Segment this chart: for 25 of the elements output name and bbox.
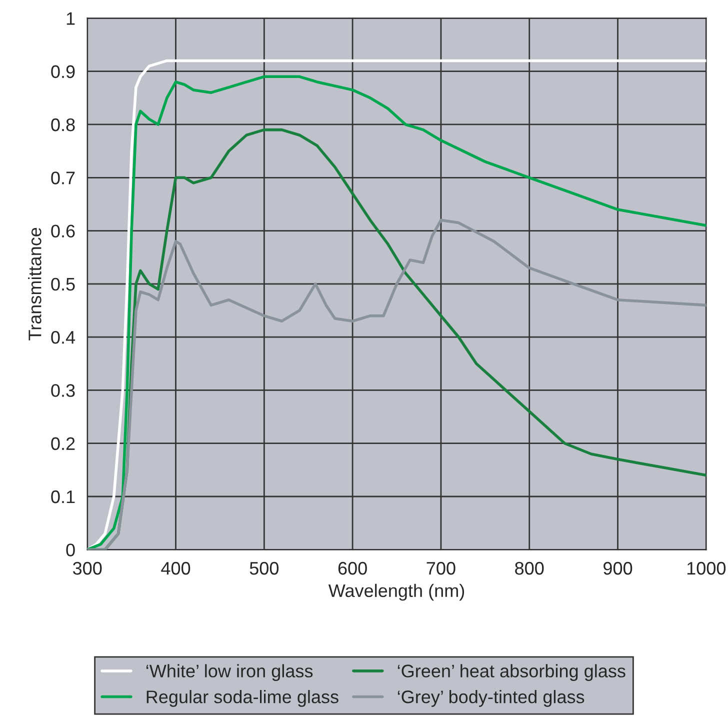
legend-label: Regular soda-lime glass <box>146 690 338 707</box>
y-tick-label: 0.4 <box>51 331 76 344</box>
x-tick-label: 400 <box>161 562 190 575</box>
y-tick-label: 0 <box>66 544 75 556</box>
y-tick-label: 0.8 <box>51 118 75 132</box>
x-tick-label: 500 <box>250 562 279 575</box>
x-tick-label: 1000 <box>687 562 726 575</box>
y-tick-label: 0.1 <box>51 490 75 504</box>
legend-label: ‘Green’ heat absorbing glass <box>398 664 626 681</box>
y-tick-label: 0.3 <box>51 384 75 397</box>
y-tick-label: 0.2 <box>51 437 75 450</box>
x-tick-label: 300 <box>72 562 102 575</box>
legend-label: ‘White’ low iron glass <box>146 664 313 681</box>
legend-label: ‘Grey’ body-tinted glass <box>398 690 584 707</box>
x-tick-label: 700 <box>426 562 456 575</box>
y-tick-label: 0.6 <box>51 224 75 238</box>
x-axis-title: Wavelength (nm) <box>328 584 464 601</box>
y-tick-label: 0.9 <box>51 65 75 78</box>
x-tick-label: 800 <box>515 562 544 575</box>
x-tick-label: 900 <box>604 562 632 575</box>
y-tick-label: 1 <box>66 12 75 25</box>
y-axis-title: Transmittance <box>28 228 42 340</box>
y-tick-label: 0.5 <box>51 278 75 291</box>
x-tick-label: 600 <box>338 562 367 575</box>
y-tick-label: 0.7 <box>51 172 75 184</box>
